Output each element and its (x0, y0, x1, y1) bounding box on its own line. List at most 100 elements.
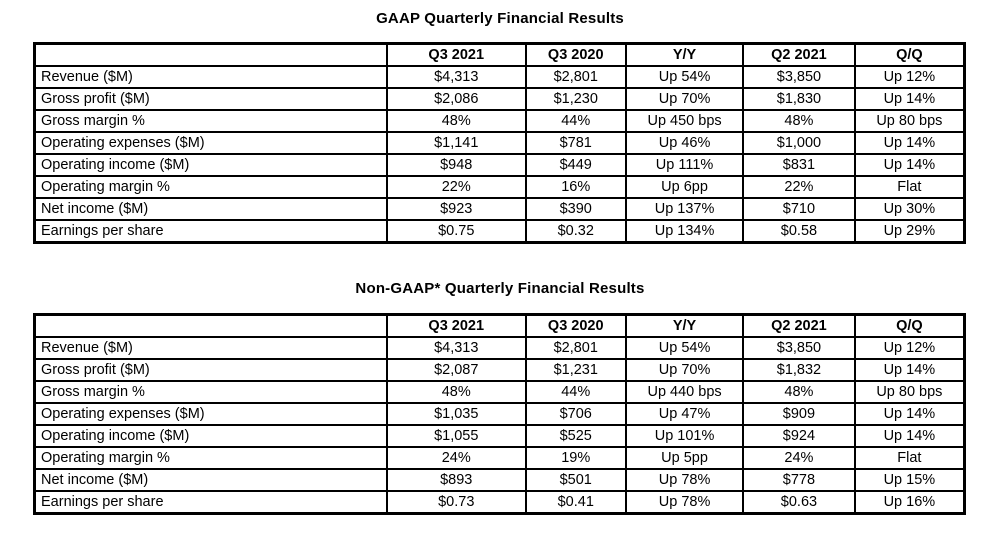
table-cell: $0.73 (385, 490, 527, 515)
table-cell: $0.41 (524, 490, 627, 515)
header-cell-q3-2021: Q3 2021 (385, 42, 527, 67)
table-row: Net income ($M) $893 $501 Up 78% $778 Up… (33, 468, 966, 492)
table-row: Operating income ($M) $1,055 $525 Up 101… (33, 424, 966, 448)
row-label: Operating income ($M) (33, 153, 388, 177)
table-row: Gross margin % 48% 44% Up 450 bps 48% Up… (33, 109, 966, 133)
header-cell-qq: Q/Q (853, 42, 966, 67)
table-cell: Up 30% (853, 197, 966, 221)
table-row: Operating expenses ($M) $1,035 $706 Up 4… (33, 402, 966, 426)
row-label: Operating margin % (33, 175, 388, 199)
header-cell-q3-2021: Q3 2021 (385, 313, 527, 338)
table-cell: Up 78% (624, 468, 745, 492)
header-cell-qq: Q/Q (853, 313, 966, 338)
row-label: Gross profit ($M) (33, 87, 388, 111)
header-cell-empty (33, 42, 388, 67)
table-cell: Up 111% (624, 153, 745, 177)
table-cell: $1,055 (385, 424, 527, 448)
table-row: Gross profit ($M) $2,087 $1,231 Up 70% $… (33, 358, 966, 382)
row-label: Net income ($M) (33, 197, 388, 221)
table-cell: Up 80 bps (853, 380, 966, 404)
row-label: Operating margin % (33, 446, 388, 470)
gaap-results-table: Q3 2021 Q3 2020 Y/Y Q2 2021 Q/Q Revenue … (33, 42, 966, 244)
table-cell: 44% (524, 109, 627, 133)
table-cell: 44% (524, 380, 627, 404)
table-cell: Up 14% (853, 358, 966, 382)
table-row: Earnings per share $0.75 $0.32 Up 134% $… (33, 219, 966, 244)
table-cell: $1,231 (524, 358, 627, 382)
table-header-row: Q3 2021 Q3 2020 Y/Y Q2 2021 Q/Q (33, 313, 966, 338)
header-cell-q2-2021: Q2 2021 (742, 42, 856, 67)
table-cell: 48% (385, 109, 527, 133)
row-label: Operating expenses ($M) (33, 402, 388, 426)
table-row: Gross profit ($M) $2,086 $1,230 Up 70% $… (33, 87, 966, 111)
header-cell-q3-2020: Q3 2020 (524, 42, 627, 67)
row-label: Gross profit ($M) (33, 358, 388, 382)
table-cell: Up 14% (853, 131, 966, 155)
table-cell: Up 46% (624, 131, 745, 155)
table-cell: Up 5pp (624, 446, 745, 470)
row-label: Earnings per share (33, 219, 388, 244)
table-cell: Up 137% (624, 197, 745, 221)
table-cell: Up 80 bps (853, 109, 966, 133)
row-label: Operating income ($M) (33, 424, 388, 448)
table-cell: $0.75 (385, 219, 527, 244)
table-cell: $525 (524, 424, 627, 448)
table-cell: Up 14% (853, 87, 966, 111)
table-cell: $909 (742, 402, 856, 426)
table-cell: $2,801 (524, 65, 627, 89)
table-cell: 48% (385, 380, 527, 404)
row-label: Gross margin % (33, 109, 388, 133)
table-cell: Up 450 bps (624, 109, 745, 133)
table-cell: 19% (524, 446, 627, 470)
table-cell: $4,313 (385, 65, 527, 89)
table-cell: Up 29% (853, 219, 966, 244)
table-cell: $710 (742, 197, 856, 221)
table-cell: $0.58 (742, 219, 856, 244)
row-label: Revenue ($M) (33, 336, 388, 360)
table-cell: Up 14% (853, 402, 966, 426)
table-row: Earnings per share $0.73 $0.41 Up 78% $0… (33, 490, 966, 515)
header-cell-yy: Y/Y (624, 42, 745, 67)
table-cell: Up 70% (624, 87, 745, 111)
table-cell: $781 (524, 131, 627, 155)
table-cell: Up 14% (853, 153, 966, 177)
table-cell: 24% (742, 446, 856, 470)
table-cell: $1,830 (742, 87, 856, 111)
table-header-row: Q3 2021 Q3 2020 Y/Y Q2 2021 Q/Q (33, 42, 966, 67)
table-cell: $2,087 (385, 358, 527, 382)
table-cell: $924 (742, 424, 856, 448)
table-cell: 22% (385, 175, 527, 199)
table-cell: Up 14% (853, 424, 966, 448)
table-cell: Up 440 bps (624, 380, 745, 404)
row-label: Net income ($M) (33, 468, 388, 492)
row-label: Gross margin % (33, 380, 388, 404)
row-label: Operating expenses ($M) (33, 131, 388, 155)
table-cell: $831 (742, 153, 856, 177)
table-cell: $2,086 (385, 87, 527, 111)
table-cell: Up 78% (624, 490, 745, 515)
table-cell: Flat (853, 446, 966, 470)
table-cell: 16% (524, 175, 627, 199)
gaap-table-title: GAAP Quarterly Financial Results (376, 10, 624, 27)
table-cell: Up 12% (853, 336, 966, 360)
table-cell: Up 101% (624, 424, 745, 448)
row-label: Revenue ($M) (33, 65, 388, 89)
table-row: Operating margin % 22% 16% Up 6pp 22% Fl… (33, 175, 966, 199)
table-cell: $1,141 (385, 131, 527, 155)
table-cell: $1,035 (385, 402, 527, 426)
table-cell: Up 70% (624, 358, 745, 382)
header-cell-yy: Y/Y (624, 313, 745, 338)
table-cell: $893 (385, 468, 527, 492)
row-label: Earnings per share (33, 490, 388, 515)
table-cell: Up 12% (853, 65, 966, 89)
table-cell: Flat (853, 175, 966, 199)
table-cell: $501 (524, 468, 627, 492)
table-cell: 24% (385, 446, 527, 470)
table-cell: $706 (524, 402, 627, 426)
table-cell: Up 15% (853, 468, 966, 492)
non-gaap-results-table: Q3 2021 Q3 2020 Y/Y Q2 2021 Q/Q Revenue … (33, 313, 966, 515)
table-cell: Up 6pp (624, 175, 745, 199)
table-cell: $3,850 (742, 65, 856, 89)
header-cell-q3-2020: Q3 2020 (524, 313, 627, 338)
